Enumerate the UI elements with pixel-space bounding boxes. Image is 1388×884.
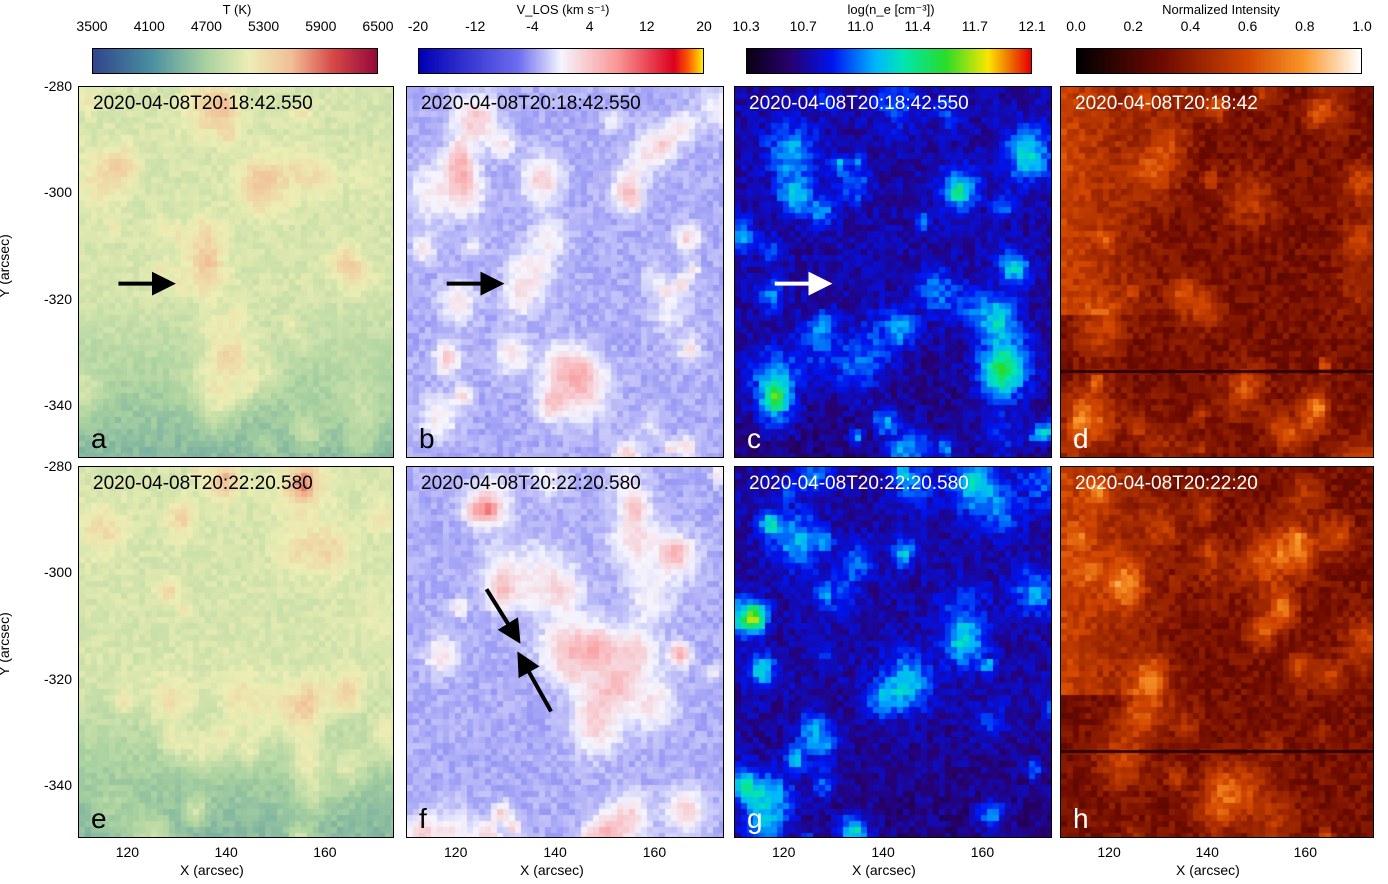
panel-heatmap-e xyxy=(79,467,393,837)
panel-timestamp: 2020-04-08T20:22:20.580 xyxy=(421,473,641,494)
y-tick-label: -280 xyxy=(43,458,72,474)
panel-h: 2020-04-08T20:22:20 h xyxy=(1060,466,1374,838)
panel-b: 2020-04-08T20:18:42.550 b xyxy=(406,86,724,458)
colorbar-gradient xyxy=(746,48,1032,74)
x-tick-label: 160 xyxy=(970,844,995,860)
panel-letter: c xyxy=(747,423,761,454)
x-tick-label: 140 xyxy=(543,844,567,860)
colorbar-tick-label: 4 xyxy=(585,18,594,34)
colorbar-tick-label: 4700 xyxy=(190,18,222,34)
x-axis-label-col3: X (arcsec) xyxy=(852,862,916,878)
colorbar-tick-label: 0.0 xyxy=(1066,18,1086,34)
panel-heatmap-d xyxy=(1061,87,1373,457)
panel-timestamp: 2020-04-08T20:18:42.550 xyxy=(93,93,313,114)
colorbar-title: V_LOS (km s⁻¹) xyxy=(516,2,610,17)
x-axis-label-col2: X (arcsec) xyxy=(520,862,584,878)
panel-d: 2020-04-08T20:18:42 d xyxy=(1060,86,1374,458)
panel-letter: h xyxy=(1073,803,1089,834)
colorbar-tick-label: 3500 xyxy=(76,18,108,34)
colorbar-tick-label: -12 xyxy=(465,18,486,34)
colorbar-tick-label: 11.4 xyxy=(904,18,931,34)
colorbar-tick-label: 0.8 xyxy=(1295,18,1315,34)
colorbar-tick-label: -20 xyxy=(407,18,429,34)
panel-timestamp: 2020-04-08T20:22:20 xyxy=(1075,473,1258,494)
colorbar-gradient xyxy=(418,48,704,74)
panel-f: 2020-04-08T20:22:20.580 f xyxy=(406,466,724,838)
colorbar-tick-label: 11.7 xyxy=(961,18,988,34)
x-axis-label-col4: X (arcsec) xyxy=(1176,862,1240,878)
colorbar-title: Normalized Intensity xyxy=(1162,2,1280,17)
panel-timestamp: 2020-04-08T20:22:20.580 xyxy=(93,473,313,494)
panel-heatmap-c xyxy=(735,87,1051,457)
panel-letter: e xyxy=(91,803,107,834)
panel-c: 2020-04-08T20:18:42.550 c xyxy=(734,86,1052,458)
colorbar-tick-label: 0.6 xyxy=(1237,18,1258,34)
y-tick-label: -300 xyxy=(43,184,72,201)
panel-letter: f xyxy=(419,803,427,834)
colorbar-title: log(n_e [cm⁻³]) xyxy=(847,2,935,17)
panel-timestamp: 2020-04-08T20:18:42 xyxy=(1075,93,1258,114)
colorbar-tick-label: 10.3 xyxy=(732,18,760,34)
colorbar-tick-label: 10.7 xyxy=(789,18,817,34)
colorbar-tick-label: 6500 xyxy=(362,18,394,34)
colorbar-tick-label: 12.1 xyxy=(1018,18,1046,34)
colorbar-gradient xyxy=(1076,48,1362,74)
colorbar-tick-label: 12 xyxy=(639,18,655,34)
y-tick-label: -340 xyxy=(43,396,72,413)
x-tick-label: 160 xyxy=(1293,844,1317,860)
x-axis-label-col1: X (arcsec) xyxy=(180,862,244,878)
colorbar-tick-label: 4100 xyxy=(133,18,165,34)
x-tick-label: 120 xyxy=(444,844,468,860)
panel-letter: b xyxy=(419,423,435,454)
colorbar-tick-label: 5900 xyxy=(305,18,337,34)
x-tick-label: 120 xyxy=(115,844,140,860)
colorbar-tick-label: 0.4 xyxy=(1180,18,1201,34)
colorbar-tick-label: -4 xyxy=(526,18,539,34)
y-tick-label: -300 xyxy=(43,564,72,581)
colorbar-gradient xyxy=(92,48,378,74)
x-tick-label: 140 xyxy=(214,844,238,860)
x-tick-label: 140 xyxy=(1195,844,1219,860)
colorbar-title: T (K) xyxy=(222,2,252,17)
x-tick-label: 120 xyxy=(1097,844,1121,860)
x-tick-label: 120 xyxy=(772,844,796,860)
panel-g: 2020-04-08T20:22:20.580 g xyxy=(734,466,1052,838)
x-tick-label: 160 xyxy=(642,844,667,860)
x-tick-label: 160 xyxy=(313,844,337,860)
panel-heatmap-a xyxy=(79,87,393,457)
colorbar-tick-label: 11.0 xyxy=(847,18,874,34)
panel-heatmap-b xyxy=(407,87,723,457)
y-tick-label: -280 xyxy=(43,78,72,94)
colorbar-tick-label: 5300 xyxy=(248,18,280,34)
y-axis-label-row2: Y (arcsec) xyxy=(0,612,12,676)
panel-a: 2020-04-08T20:18:42.550 a xyxy=(78,86,394,458)
panel-timestamp: 2020-04-08T20:22:20.580 xyxy=(749,473,969,494)
x-tick-label: 140 xyxy=(871,844,895,860)
colorbar-tick-label: 0.2 xyxy=(1123,18,1143,34)
panel-timestamp: 2020-04-08T20:18:42.550 xyxy=(421,93,641,114)
y-tick-label: -320 xyxy=(43,290,72,307)
y-tick-label: -320 xyxy=(43,670,72,687)
colorbar-tick-label: 20 xyxy=(696,18,712,34)
panel-letter: d xyxy=(1073,423,1089,454)
panel-heatmap-f xyxy=(407,467,723,837)
panel-letter: g xyxy=(747,803,763,834)
y-axis-label-row1: Y (arcsec) xyxy=(0,234,12,298)
panel-heatmap-g xyxy=(735,467,1051,837)
y-tick-label: -340 xyxy=(43,776,72,793)
panel-timestamp: 2020-04-08T20:18:42.550 xyxy=(749,93,969,114)
panel-heatmap-h xyxy=(1061,467,1373,837)
panel-letter: a xyxy=(91,423,107,454)
colorbar-tick-label: 1.0 xyxy=(1352,18,1372,34)
panel-e: 2020-04-08T20:22:20.580 e xyxy=(78,466,394,838)
